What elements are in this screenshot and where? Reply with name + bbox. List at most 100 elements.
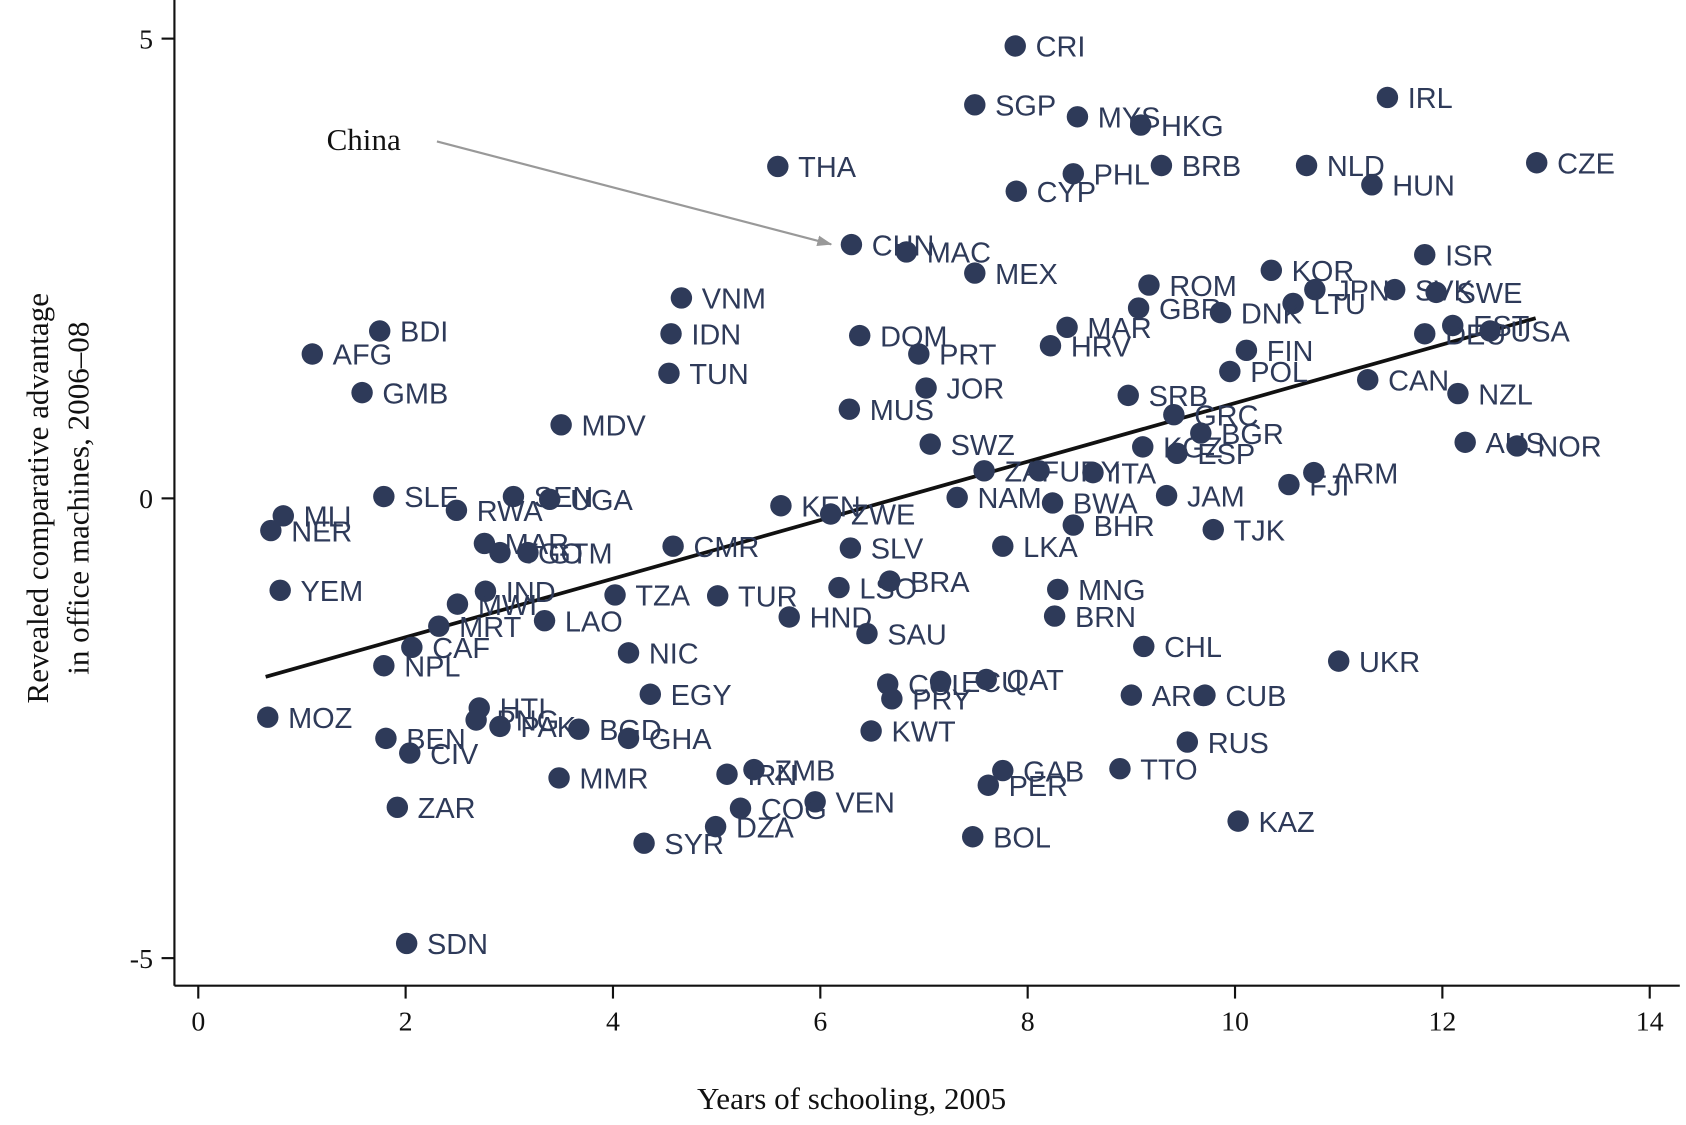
point [1127,297,1150,319]
point [1425,281,1447,304]
point [301,343,324,365]
point [1166,442,1188,465]
point-label: NER [291,516,352,548]
point [767,155,789,178]
point-label: BGR [1221,419,1284,451]
point [465,709,487,731]
point [1442,314,1464,337]
point-label: NOR [1537,432,1601,464]
point [804,791,826,813]
point-label: GTM [548,538,612,570]
point-label: VEN [835,788,894,820]
point [604,584,626,606]
point-label: USA [1510,317,1570,349]
point [373,655,395,677]
point [946,486,968,509]
point [1235,339,1258,362]
point-label: YEM [301,576,364,608]
point [1117,384,1139,407]
point [706,585,729,607]
point [1082,461,1104,484]
y-tick-label: 5 [139,24,153,55]
point [1327,650,1350,672]
point [1062,163,1085,185]
point-label: JPN [1335,275,1390,307]
point-label: PER [1009,771,1068,803]
point [1447,382,1469,405]
point-label: IRL [1408,83,1453,115]
point-label: UGA [570,485,633,517]
point [1202,518,1224,541]
point [660,323,682,345]
point-label: IND [506,577,556,609]
x-tick-label: 14 [1636,1007,1664,1038]
point [838,398,861,420]
point [489,715,511,738]
point [1120,684,1143,706]
point [1133,635,1155,658]
point-label: GMB [382,378,448,410]
point-label: TTO [1140,754,1197,786]
point-label: MOZ [288,703,352,735]
point [639,683,662,705]
point [908,343,930,365]
point-label: SAU [887,619,946,651]
point-label: BOL [993,822,1051,854]
point-label: CRI [1036,32,1086,64]
point [828,576,850,599]
y-tick-label: 0 [139,484,153,515]
point [992,535,1014,557]
point-label: COG [761,794,827,826]
point [1526,152,1548,174]
point-label: NPL [404,651,460,683]
point-label: EGY [671,680,732,712]
point-label: IRN [747,760,797,792]
x-tick-label: 8 [1021,1007,1035,1038]
point [1056,316,1078,339]
y-axis-label: in office machines, 2006–08 [61,322,96,675]
point [428,615,450,637]
point-label: HRV [1071,331,1132,363]
point [819,503,842,525]
point [962,826,984,848]
point [743,758,765,781]
point [550,414,572,436]
point [1109,757,1131,780]
point [401,636,423,659]
point [1303,461,1325,484]
point-label: TZA [635,581,690,613]
point [269,579,291,602]
point-label: KAZ [1258,807,1314,839]
point [260,519,282,542]
point-label: MLI [304,502,352,534]
point [1278,473,1300,496]
point-label: MMR [579,764,648,796]
point [977,774,999,796]
point-label: PRY [912,685,971,717]
point-label: QAT [1007,665,1064,697]
point [272,505,295,527]
point [1004,35,1026,57]
point [992,759,1014,782]
point [1005,180,1027,202]
point [840,233,863,256]
point [1414,243,1436,266]
point [1132,436,1154,458]
point-label: MRT [459,612,521,644]
point-label: MNG [1078,575,1145,607]
point-label: TUN [689,359,748,391]
annotation-arrow [436,140,833,246]
point-label: GHA [649,724,712,756]
x-tick-label: 6 [813,1007,827,1038]
point-label: ESP [1197,439,1255,471]
point-label: SLV [871,534,924,566]
point [473,532,496,555]
point [351,381,373,404]
point [1383,278,1406,301]
point [1454,431,1476,453]
point-label: RUS [1208,728,1269,760]
point [399,742,421,764]
point [1062,514,1085,536]
point [368,320,391,342]
